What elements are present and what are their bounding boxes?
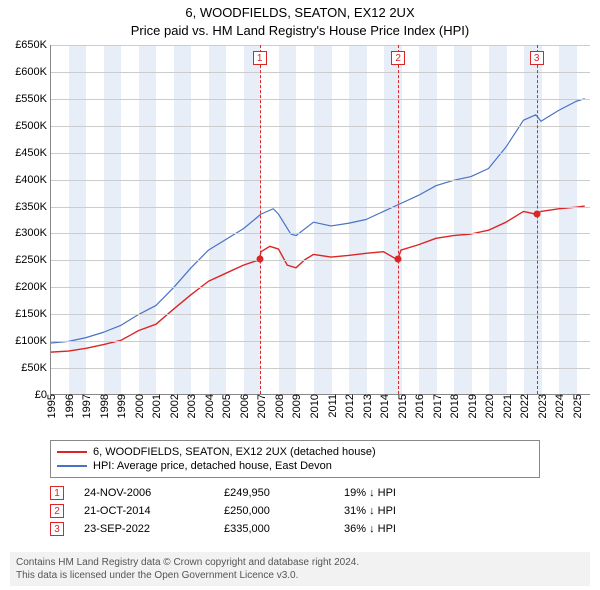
sale-delta: 31% ↓ HPI [344,505,464,517]
gridline-h [51,153,590,154]
title-block: 6, WOODFIELDS, SEATON, EX12 2UX Price pa… [0,0,600,39]
y-axis-label: £150K [15,308,51,320]
title-line-2: Price paid vs. HM Land Registry's House … [0,22,600,40]
x-axis-label: 1996 [62,394,76,418]
sale-number-box: 3 [50,522,64,536]
x-axis-label: 2001 [149,394,163,418]
gridline-h [51,99,590,100]
legend-swatch-hpi [57,465,87,467]
gridline-h [51,368,590,369]
x-axis-label: 2017 [430,394,444,418]
x-axis-label: 2010 [307,394,321,418]
sale-price: £249,950 [224,487,344,499]
x-axis-label: 2018 [447,394,461,418]
y-axis-label: £450K [15,147,51,159]
x-axis-label: 2020 [482,394,496,418]
y-axis-label: £500K [15,120,51,132]
title-line-1: 6, WOODFIELDS, SEATON, EX12 2UX [0,4,600,22]
series-line-property [51,206,585,352]
x-axis-label: 2015 [395,394,409,418]
sale-number-box: 1 [50,486,64,500]
y-axis-label: £300K [15,227,51,239]
legend-label-hpi: HPI: Average price, detached house, East… [93,460,332,472]
gridline-h [51,180,590,181]
gridline-h [51,233,590,234]
sale-date: 21-OCT-2014 [84,505,224,517]
y-axis-label: £50K [21,362,51,374]
legend-row-property: 6, WOODFIELDS, SEATON, EX12 2UX (detache… [57,445,533,459]
gridline-h [51,207,590,208]
sale-marker-line [398,45,399,394]
gridline-h [51,45,590,46]
sale-date: 24-NOV-2006 [84,487,224,499]
x-axis-label: 2009 [289,394,303,418]
legend-box: 6, WOODFIELDS, SEATON, EX12 2UX (detache… [50,440,540,478]
y-axis-label: £550K [15,93,51,105]
sale-row: 1 24-NOV-2006£249,95019% ↓ HPI [50,484,540,502]
x-axis-label: 2019 [465,394,479,418]
x-axis-label: 2021 [500,394,514,418]
gridline-h [51,126,590,127]
sale-marker-label: 3 [530,51,544,65]
y-axis-label: £350K [15,201,51,213]
sale-delta: 36% ↓ HPI [344,523,464,535]
x-axis-label: 2016 [412,394,426,418]
gridline-h [51,314,590,315]
sale-marker-dot [533,210,540,217]
footer-attribution: Contains HM Land Registry data © Crown c… [10,552,590,586]
chart-plot-area: £0£50K£100K£150K£200K£250K£300K£350K£400… [50,45,590,395]
x-axis-label: 2024 [552,394,566,418]
x-axis-label: 2023 [535,394,549,418]
sale-marker-label: 1 [253,51,267,65]
x-axis-label: 2005 [219,394,233,418]
x-axis-label: 2003 [184,394,198,418]
series-line-hpi [51,99,585,343]
x-axis-label: 1997 [79,394,93,418]
x-axis-label: 2022 [517,394,531,418]
x-axis-label: 2008 [272,394,286,418]
sale-row: 3 23-SEP-2022£335,00036% ↓ HPI [50,520,540,538]
y-axis-label: £250K [15,254,51,266]
x-axis-label: 2000 [132,394,146,418]
x-axis-label: 2004 [202,394,216,418]
sale-marker-dot [256,256,263,263]
x-axis-label: 1998 [97,394,111,418]
x-axis-label: 2011 [325,394,339,418]
footer-line-2: This data is licensed under the Open Gov… [16,569,584,582]
gridline-h [51,341,590,342]
sale-delta: 19% ↓ HPI [344,487,464,499]
x-axis-label: 2014 [377,394,391,418]
footer-line-1: Contains HM Land Registry data © Crown c… [16,556,584,569]
x-axis-label: 2007 [254,394,268,418]
sale-price: £335,000 [224,523,344,535]
sale-date: 23-SEP-2022 [84,523,224,535]
sale-marker-line [260,45,261,394]
x-axis-label: 2002 [167,394,181,418]
x-axis-label: 2006 [237,394,251,418]
sale-marker-dot [395,256,402,263]
gridline-h [51,260,590,261]
x-axis-label: 2012 [342,394,356,418]
sales-table: 1 24-NOV-2006£249,95019% ↓ HPI 2 21-OCT-201… [50,484,540,538]
legend-label-property: 6, WOODFIELDS, SEATON, EX12 2UX (detache… [93,446,376,458]
chart-container: 6, WOODFIELDS, SEATON, EX12 2UX Price pa… [0,0,600,590]
sale-price: £250,000 [224,505,344,517]
sale-marker-line [537,45,538,394]
legend-row-hpi: HPI: Average price, detached house, East… [57,459,533,473]
y-axis-label: £200K [15,281,51,293]
y-axis-label: £600K [15,66,51,78]
x-axis-label: 1995 [44,394,58,418]
x-axis-label: 2013 [360,394,374,418]
sale-row: 2 21-OCT-2014£250,00031% ↓ HPI [50,502,540,520]
y-axis-label: £400K [15,174,51,186]
y-axis-label: £100K [15,335,51,347]
legend-swatch-property [57,451,87,453]
y-axis-label: £650K [15,39,51,51]
gridline-h [51,287,590,288]
sale-marker-label: 2 [391,51,405,65]
x-axis-label: 2025 [570,394,584,418]
sale-number-box: 2 [50,504,64,518]
gridline-h [51,72,590,73]
x-axis-label: 1999 [114,394,128,418]
